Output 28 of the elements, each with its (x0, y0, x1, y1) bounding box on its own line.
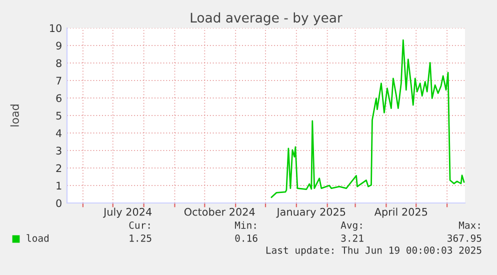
y-tick-label: 3 (56, 146, 62, 155)
y-tick-label: 1 (56, 182, 62, 190)
y-tick-label: 6 (56, 94, 62, 102)
y-tick-label: 7 (56, 76, 62, 84)
chart-title: Load average - by year (190, 12, 342, 26)
text: Last update: Thu Jun 19 00:00:03 2025 (266, 246, 482, 256)
text: Min: (234, 221, 256, 229)
text: Cur: (129, 221, 150, 229)
y-tick-label: 4 (56, 129, 62, 137)
text: 1.25 (130, 234, 152, 242)
legend-label: load (26, 234, 49, 242)
text: Max: (458, 222, 480, 229)
text: Avg: (340, 222, 362, 231)
x-tick-label: July 2024 (103, 208, 152, 218)
x-tick-label: October 2024 (184, 208, 255, 216)
y-tick-label: 9 (56, 42, 62, 50)
x-tick-label: January 2025 (276, 208, 346, 218)
y-tick-label: 8 (56, 59, 62, 68)
y-axis-title: load (10, 104, 19, 126)
y-tick-label: 2 (56, 164, 62, 172)
x-tick-label: April 2025 (374, 208, 428, 218)
y-tick-label: 10 (50, 24, 62, 32)
line-series (270, 39, 465, 198)
y-tick-label: 0 (56, 199, 62, 208)
text: 367.95 (448, 234, 482, 242)
y-tick-label: 5 (56, 112, 62, 120)
text: 0.16 (235, 234, 258, 242)
text: 3.21 (341, 234, 364, 242)
